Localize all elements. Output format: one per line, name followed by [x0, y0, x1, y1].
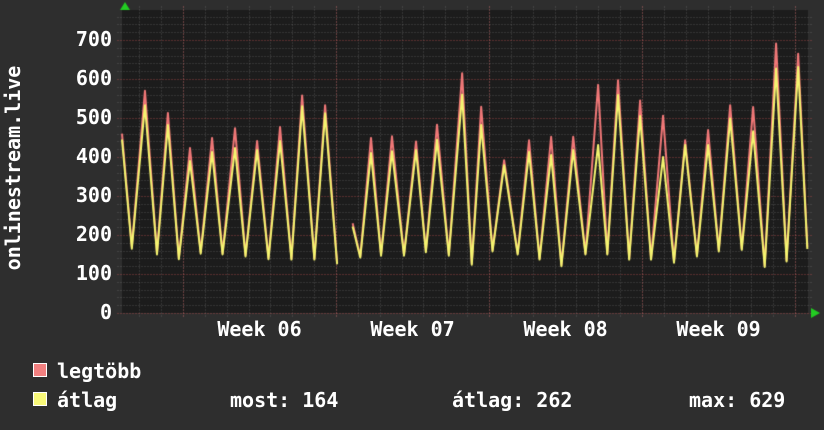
- x-week-label: Week 06: [217, 317, 302, 341]
- legend-label-legtobb: legtöbb: [57, 359, 142, 383]
- y-tick-label: 700: [75, 27, 112, 52]
- legend-swatch-legtobb: [33, 363, 47, 377]
- stat-atlag: átlag: 262: [452, 388, 573, 412]
- x-week-label: Week 07: [370, 317, 455, 341]
- y-tick-label: 200: [75, 222, 112, 246]
- y-tick-label: 400: [75, 144, 112, 168]
- y-tick-label: 500: [75, 105, 112, 130]
- y-tick-label: 600: [75, 66, 112, 91]
- stat-most: most: 164: [230, 388, 339, 412]
- stat-max: max: 629: [689, 388, 786, 412]
- y-tick-label: 0: [99, 300, 112, 324]
- x-week-label: Week 09: [676, 317, 761, 341]
- legend-swatch-atlag: [33, 392, 47, 406]
- chart-canvas: [0, 0, 824, 350]
- x-week-label: Week 08: [523, 317, 608, 341]
- legend-label-atlag: átlag: [57, 388, 118, 412]
- y-axis-title: onlinestream.live: [1, 65, 25, 271]
- y-tick-label: 100: [75, 261, 112, 285]
- y-tick-label: 300: [75, 183, 112, 207]
